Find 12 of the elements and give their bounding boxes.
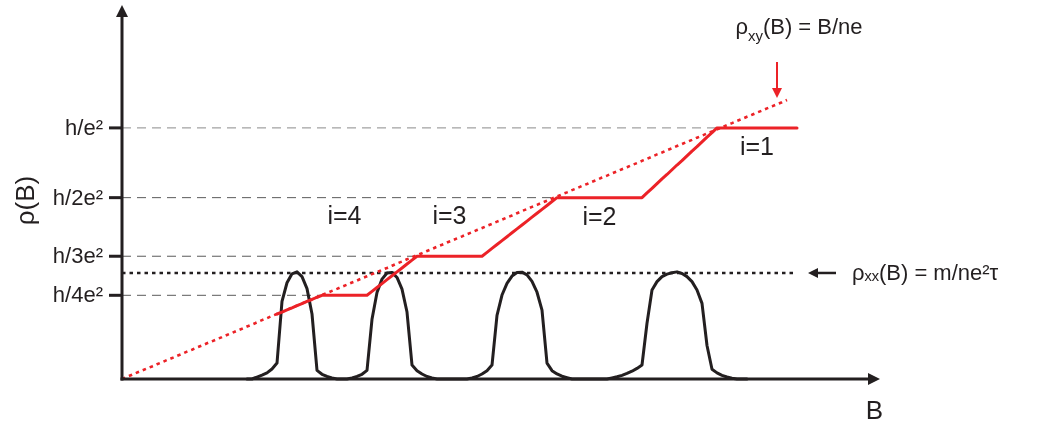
ref-line-label: h/3e² [52,243,103,269]
annotation: i=2 [582,201,617,230]
ref-line-label: h/2e² [52,184,103,210]
annotation: i=3 [432,201,467,230]
ref-line-label: h/e² [65,114,103,140]
annotation: i=1 [739,131,775,160]
text: ρ$_{xy}$(B) = B/ne [735,14,863,44]
annotation: i=4 [327,201,362,230]
ref-line-label: ρₓₓ(B) = m/ne²τ [852,259,999,285]
x-axis-title: B [865,394,884,423]
y-axis-title: ρ(B) [9,175,40,226]
ref-line-label: h/4e² [52,282,103,308]
